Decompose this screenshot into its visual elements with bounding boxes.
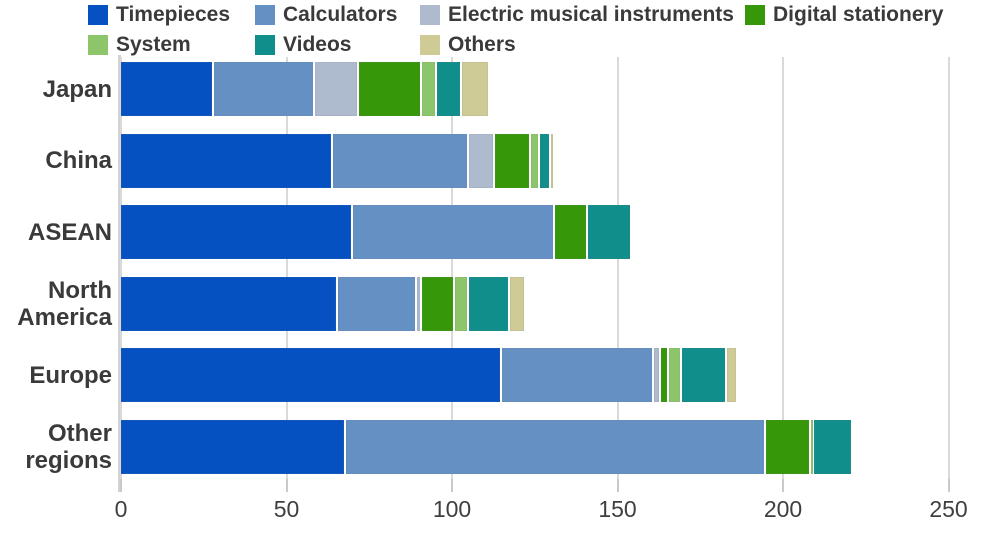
bar-segment-china-others	[551, 133, 553, 188]
x-axis-tick	[285, 479, 288, 492]
bar-segment-europe-system	[668, 348, 681, 403]
gridline	[947, 57, 950, 479]
bar-segment-europe-digital-stationery	[660, 348, 667, 403]
category-label-north-america: North America	[17, 276, 112, 331]
legend-swatch-others-icon	[420, 35, 440, 55]
gridline	[120, 57, 122, 479]
gridline	[451, 57, 453, 479]
bar-segment-north-america-calculators	[337, 276, 416, 331]
gridline	[616, 57, 619, 479]
bar-segment-europe-electric-musical-instruments	[653, 348, 659, 403]
legend-item-digital-stationery: Digital stationery	[745, 3, 943, 27]
bar-segment-europe-videos	[682, 348, 725, 403]
bar-segment-japan-system	[422, 62, 436, 116]
bar-segment-japan-timepieces	[121, 62, 212, 116]
gridline	[285, 57, 288, 479]
bar-segment-asean-calculators	[352, 205, 553, 260]
x-axis-tick	[616, 479, 619, 492]
x-axis-tick	[782, 479, 784, 492]
gridline	[782, 57, 784, 479]
legend-label: Digital stationery	[773, 3, 944, 26]
x-tick-label: 150	[598, 496, 637, 522]
bar-segment-europe-timepieces	[121, 348, 500, 403]
bar-segment-europe-others	[726, 348, 737, 403]
x-tick-label: 100	[432, 496, 472, 522]
bar-segment-north-america-others	[509, 276, 525, 331]
bar-segment-other-regions-system	[811, 420, 813, 474]
legend-item-videos: Videos	[255, 33, 420, 57]
category-label-china: China	[45, 147, 112, 175]
bar-segment-china-videos	[539, 133, 550, 188]
bar-segment-asean-timepieces	[121, 205, 351, 260]
bar-segment-north-america-system	[455, 276, 467, 331]
bar-segment-north-america-electric-musical-instruments	[417, 276, 421, 331]
legend-label: System	[116, 33, 191, 56]
x-tick-label: 200	[763, 496, 803, 522]
x-axis-tick	[947, 479, 950, 492]
legend-item-system: System	[88, 33, 255, 57]
category-label-europe: Europe	[29, 361, 112, 389]
bar-segment-japan-electric-musical-instruments	[314, 62, 358, 116]
legend-item-others: Others	[420, 33, 745, 57]
bar-segment-europe-calculators	[501, 348, 652, 403]
category-label-japan: Japan	[42, 75, 112, 103]
bar-segment-other-regions-calculators	[346, 420, 765, 474]
bar-segment-asean-videos	[587, 205, 631, 260]
category-label-asean: ASEAN	[27, 218, 112, 246]
bar-segment-other-regions-timepieces	[121, 420, 345, 474]
bar-segment-china-system	[531, 133, 538, 188]
bar-segment-japan-calculators	[213, 62, 313, 116]
legend-swatch-electric-musical-instruments-icon	[420, 5, 440, 25]
legend-label: Calculators	[283, 3, 398, 26]
bar-segment-asean-digital-stationery	[554, 205, 586, 260]
legend: Timepieces Calculators Electric musical in…	[88, 3, 943, 57]
y-axis-line	[118, 55, 121, 492]
legend-swatch-calculators-icon	[255, 5, 275, 25]
legend-item-timepieces: Timepieces	[88, 3, 255, 27]
bar-segment-japan-digital-stationery	[359, 62, 421, 116]
x-axis-tick	[451, 479, 453, 492]
bar-segment-china-calculators	[332, 133, 467, 188]
bar-segment-china-digital-stationery	[495, 133, 530, 188]
legend-item-calculators: Calculators	[255, 3, 420, 27]
x-tick-label: 0	[114, 496, 128, 522]
bar-segment-china-timepieces	[121, 133, 331, 188]
bar-segment-china-electric-musical-instruments	[468, 133, 494, 188]
legend-label: Electric musical instruments	[448, 3, 734, 26]
x-tick-label: 50	[273, 496, 300, 522]
bar-segment-north-america-digital-stationery	[422, 276, 454, 331]
bar-segment-north-america-timepieces	[121, 276, 336, 331]
x-tick-label: 250	[929, 496, 968, 522]
bar-segment-north-america-videos	[468, 276, 508, 331]
legend-swatch-videos-icon	[255, 35, 275, 55]
legend-swatch-digital-stationery-icon	[745, 5, 765, 25]
legend-label: Timepieces	[116, 3, 231, 26]
x-axis-tick	[120, 479, 122, 492]
legend-label: Others	[448, 33, 516, 56]
bar-segment-other-regions-digital-stationery	[766, 420, 810, 474]
legend-swatch-system-icon	[88, 35, 108, 55]
legend-label: Videos	[283, 33, 352, 56]
legend-swatch-timepieces-icon	[88, 5, 108, 25]
bar-segment-japan-others	[461, 62, 489, 116]
bar-segment-japan-videos	[437, 62, 460, 116]
legend-item-electric-musical-instruments: Electric musical instruments	[420, 3, 745, 27]
category-label-other-regions: Other regions	[25, 420, 112, 474]
bar-segment-other-regions-videos	[814, 420, 851, 474]
